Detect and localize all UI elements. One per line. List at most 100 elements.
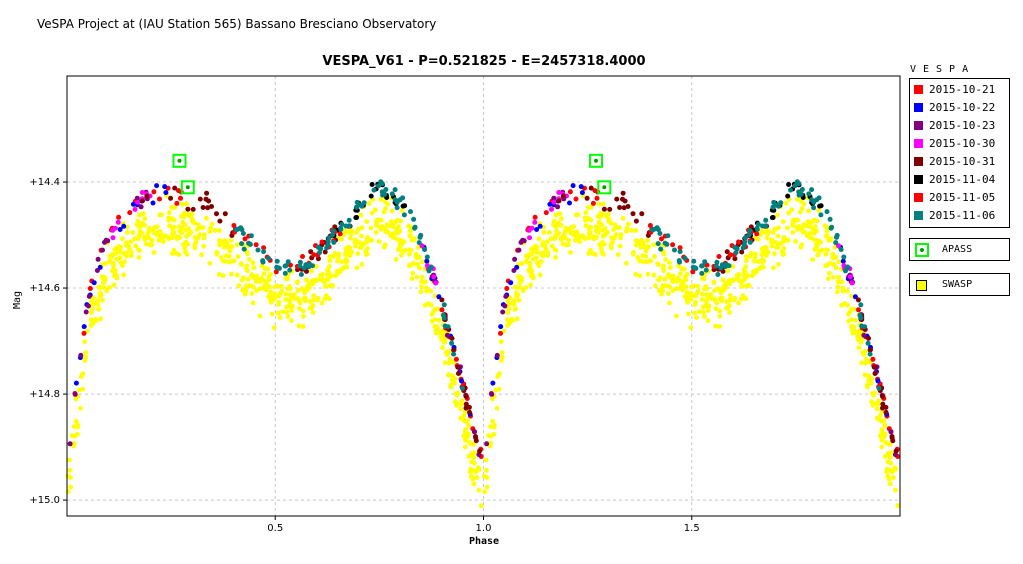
swasp-point xyxy=(725,268,731,274)
swasp-point xyxy=(454,402,459,408)
swasp-point xyxy=(637,273,643,278)
swasp-point xyxy=(640,240,646,246)
swasp-point xyxy=(177,228,183,234)
swasp-point xyxy=(442,360,448,366)
swasp-point xyxy=(705,308,711,313)
swasp-point xyxy=(633,272,639,277)
swasp-point xyxy=(740,277,746,283)
swasp-point xyxy=(801,222,807,228)
legend-label: 2015-10-23 xyxy=(929,119,996,132)
vespa-point xyxy=(625,204,631,209)
swasp-point xyxy=(774,245,779,251)
vespa-point xyxy=(677,249,683,255)
vespa-point xyxy=(733,250,739,256)
swasp-point xyxy=(853,317,858,323)
vespa-point xyxy=(746,232,752,238)
vespa-point xyxy=(639,211,645,217)
swasp-point xyxy=(814,237,819,243)
vespa-point xyxy=(747,228,753,234)
swasp-point xyxy=(137,248,142,253)
swasp-point xyxy=(413,254,419,260)
vespa-point xyxy=(504,286,510,291)
vespa-point xyxy=(716,254,722,259)
vespa-point xyxy=(659,236,664,242)
vespa-point xyxy=(578,184,584,190)
vespa-point xyxy=(308,249,314,255)
swasp-point xyxy=(476,465,481,471)
swasp-point xyxy=(197,232,202,238)
swasp-point xyxy=(629,228,634,233)
swasp-point xyxy=(758,232,764,238)
swasp-point xyxy=(633,228,639,233)
vespa-point xyxy=(727,252,733,258)
swasp-point xyxy=(814,228,819,234)
swasp-point xyxy=(720,277,726,283)
swasp-point xyxy=(711,280,717,286)
swasp-point xyxy=(757,265,763,271)
swasp-point xyxy=(704,286,710,292)
swasp-point xyxy=(353,243,358,249)
apass-marker-dot xyxy=(177,158,182,163)
vespa-point xyxy=(658,246,664,252)
vespa-point xyxy=(573,196,579,202)
swasp-point xyxy=(769,243,775,249)
vespa-point xyxy=(260,258,266,264)
swasp-point xyxy=(100,297,105,303)
swasp-point xyxy=(516,297,522,303)
swasp-point xyxy=(771,265,776,271)
swasp-point xyxy=(128,253,134,259)
swasp-point xyxy=(563,225,569,231)
legend-label: 2015-10-31 xyxy=(929,155,996,168)
vespa-point xyxy=(456,371,461,376)
swasp-point xyxy=(195,222,201,228)
vespa-point xyxy=(771,199,777,205)
swasp-point xyxy=(234,242,240,248)
swasp-point xyxy=(783,200,789,206)
swasp-point xyxy=(268,299,274,305)
vespa-point xyxy=(824,209,830,215)
swasp-point xyxy=(124,253,129,259)
vespa-point xyxy=(86,293,92,299)
vespa-point xyxy=(862,324,868,330)
swasp-point xyxy=(588,205,594,210)
vespa-point xyxy=(338,225,344,231)
swasp-point xyxy=(597,214,603,220)
swasp-point xyxy=(624,260,629,266)
apass-symbol-icon xyxy=(915,243,929,257)
swasp-point xyxy=(407,233,413,239)
swasp-point xyxy=(440,345,445,350)
swasp-point xyxy=(390,234,396,240)
vespa-point xyxy=(138,204,144,210)
swasp-point xyxy=(420,259,425,265)
swasp-point xyxy=(167,223,173,229)
vespa-point xyxy=(436,294,442,300)
swasp-point xyxy=(289,308,295,313)
swasp-point xyxy=(558,222,564,228)
swasp-point xyxy=(835,289,840,295)
swasp-point xyxy=(490,396,495,402)
swasp-point xyxy=(523,285,529,290)
legend-item: 2015-10-21 xyxy=(914,84,995,96)
swasp-point xyxy=(696,309,702,314)
swasp-point xyxy=(648,258,654,264)
vespa-point xyxy=(300,254,305,259)
swasp-point xyxy=(588,217,594,223)
vespa-point xyxy=(324,245,330,251)
swasp-point xyxy=(367,200,372,206)
vespa-point xyxy=(489,391,495,397)
swasp-point xyxy=(611,227,617,232)
swasp-point xyxy=(574,229,580,235)
swasp-point xyxy=(729,278,735,284)
vespa-point xyxy=(83,309,89,315)
swasp-point xyxy=(143,241,149,247)
swasp-point xyxy=(300,308,306,314)
vespa-point xyxy=(703,267,709,273)
vespa-point xyxy=(584,195,590,201)
swasp-point xyxy=(824,228,830,234)
legend-swatch xyxy=(914,138,923,148)
swasp-point xyxy=(688,296,694,302)
swasp-point xyxy=(435,306,440,312)
vespa-point xyxy=(763,217,769,223)
legend-swatch xyxy=(914,174,923,184)
vespa-point xyxy=(412,224,418,230)
